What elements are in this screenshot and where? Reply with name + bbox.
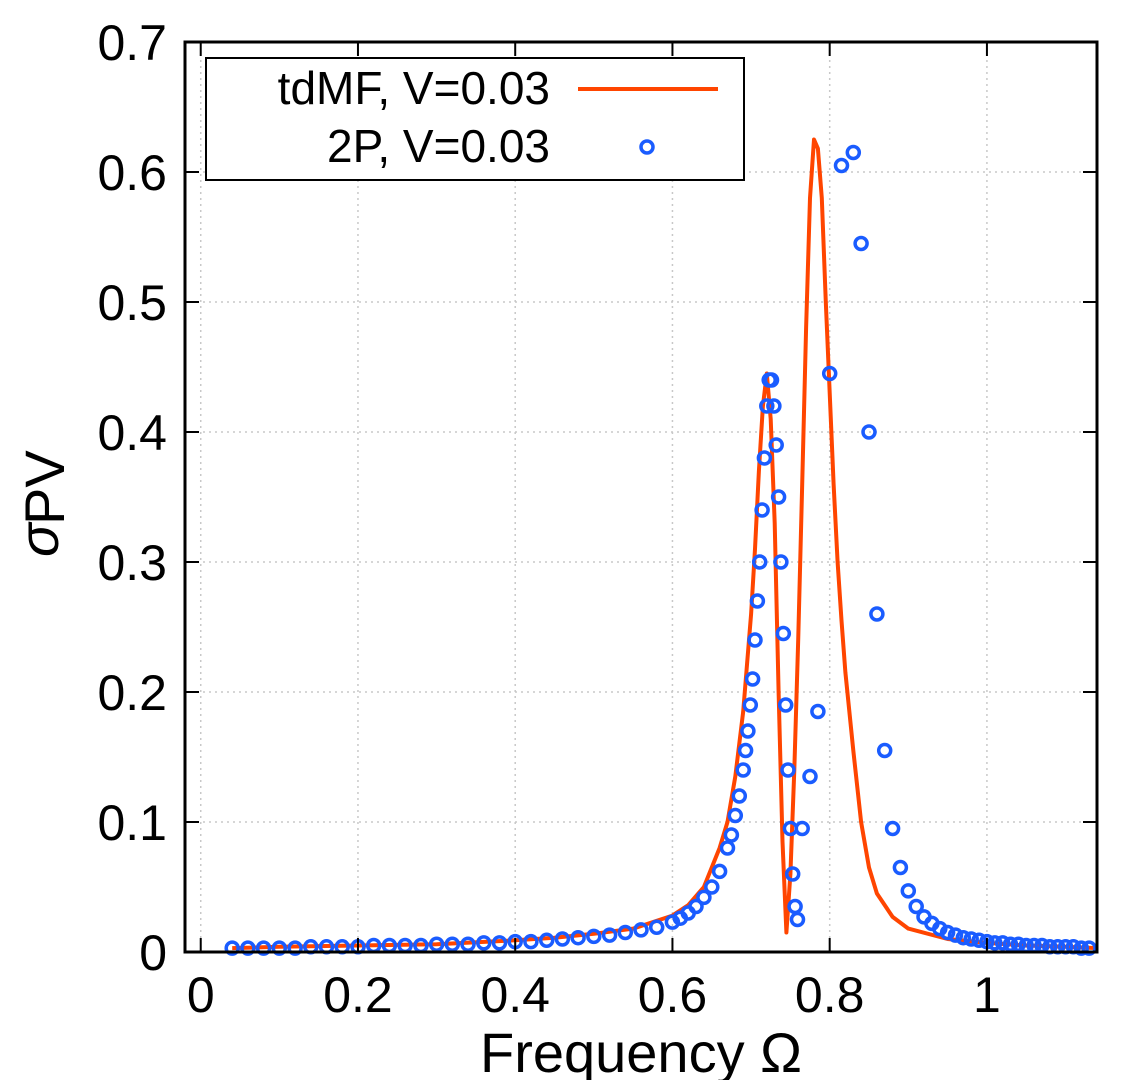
y-axis-label-subscript: PV <box>13 450 76 525</box>
data-point-2p <box>570 929 586 946</box>
data-point-2p <box>749 593 766 609</box>
legend-label-line: tdMF, V=0.03 <box>278 62 550 114</box>
data-point-2p <box>727 807 744 824</box>
data-point-2p <box>900 883 917 899</box>
data-point-2p <box>784 866 801 882</box>
data-point-2p <box>789 911 806 928</box>
data-point-2p <box>538 932 555 949</box>
data-point-2p <box>586 928 602 945</box>
data-point-2p <box>892 859 909 876</box>
data-point-2p <box>751 554 768 570</box>
data-point-2p <box>955 929 972 946</box>
data-point-2p <box>696 889 712 906</box>
data-point-2p <box>460 936 476 952</box>
y-tick-label: 0.2 <box>97 665 167 721</box>
x-tick-label: 0.6 <box>638 967 708 1023</box>
y-tick-label: 0.7 <box>97 15 167 71</box>
data-point-2p <box>754 502 770 518</box>
data-point-2p <box>444 936 461 952</box>
data-point-2p <box>861 424 877 440</box>
data-point-2p <box>224 940 240 956</box>
data-point-2p <box>947 927 964 943</box>
legend-point-swatch <box>639 139 655 155</box>
data-point-2p <box>756 450 773 466</box>
x-tick-label: 0.4 <box>480 967 550 1023</box>
data-point-2p <box>633 922 649 938</box>
data-point-2p <box>1081 940 1097 956</box>
data-point-2p <box>833 157 850 174</box>
data-point-2p <box>735 762 751 778</box>
x-tick-label: 0.2 <box>323 967 393 1023</box>
data-point-2p <box>908 898 924 915</box>
data-point-2p <box>287 940 303 956</box>
data-point-2p <box>1002 936 1019 952</box>
data-point-2p <box>1010 936 1027 952</box>
y-tick-label: 0.3 <box>97 535 167 591</box>
data-point-2p <box>939 924 956 941</box>
data-point-2p <box>780 762 796 778</box>
data-point-2p <box>994 935 1011 951</box>
y-tick-label: 0.4 <box>97 405 167 461</box>
data-point-2p <box>853 235 869 252</box>
data-point-2p <box>271 940 288 956</box>
data-point-2p <box>770 489 787 505</box>
data-point-2p <box>740 723 756 739</box>
x-tick-label: 1 <box>973 967 1001 1023</box>
y-tick-label: 0.1 <box>97 795 167 851</box>
data-point-2p <box>747 632 763 648</box>
data-point-2p <box>744 671 761 687</box>
data-point-2p <box>869 606 885 622</box>
data-point-2p <box>821 365 838 382</box>
plot-frame <box>183 40 1099 954</box>
y-axis-label: σ PV <box>7 450 76 557</box>
data-point-2p <box>476 935 492 951</box>
data-point-2p <box>766 398 782 414</box>
data-point-2p <box>554 931 571 947</box>
data-point-2p <box>775 625 792 642</box>
data-point-2p <box>731 788 748 804</box>
data-point-2p <box>794 820 810 837</box>
data-point-2p <box>963 931 979 947</box>
data-point-2p <box>719 840 736 856</box>
data-point-2p <box>240 940 256 956</box>
data-point-2p <box>688 898 704 915</box>
legend-box <box>205 57 745 181</box>
data-point-2p <box>810 703 826 720</box>
y-axis-label-symbol: σ <box>7 521 70 557</box>
data-point-2p <box>255 940 272 956</box>
legend-label-points: 2P, V=0.03 <box>327 120 550 172</box>
data-point-2p <box>428 936 445 952</box>
data-point-2p <box>773 554 789 570</box>
data-point-2p <box>601 927 618 943</box>
data-point-2p <box>742 697 759 713</box>
data-point-2p <box>723 827 740 843</box>
data-point-2p <box>777 697 794 713</box>
axis-ticks: 0 0.2 0.4 0.6 0.8 1 0 0.1 0.2 0.3 0.4 0.5 0.6 0.7 <box>97 15 1097 1023</box>
data-point-2p <box>648 919 665 936</box>
data-point-2p <box>737 742 754 759</box>
data-point-2p <box>617 924 634 941</box>
data-point-2p <box>491 935 508 951</box>
data-point-2p <box>971 932 987 949</box>
data-point-2p <box>759 398 775 414</box>
data-point-2p <box>884 820 901 837</box>
y-tick-label: 0 <box>139 925 167 981</box>
y-tick-label: 0.6 <box>97 145 167 201</box>
x-axis-label: Frequency Ω <box>480 1021 802 1080</box>
data-point-2p <box>1073 940 1090 956</box>
data-point-2p <box>711 863 728 880</box>
data-point-2p <box>768 437 784 453</box>
legend: tdMF, V=0.03 2P, V=0.03 <box>205 57 745 181</box>
data-point-2p <box>987 935 1003 951</box>
data-point-2p <box>845 144 862 161</box>
data-point-2p <box>876 742 893 759</box>
y-tick-label: 0.5 <box>97 275 167 331</box>
data-point-2p <box>802 768 818 785</box>
data-point-2p <box>763 372 780 388</box>
data-point-2p <box>704 879 720 895</box>
x-tick-label: 0 <box>187 967 215 1023</box>
x-tick-label: 0.8 <box>795 967 865 1023</box>
data-point-2p <box>523 933 539 950</box>
